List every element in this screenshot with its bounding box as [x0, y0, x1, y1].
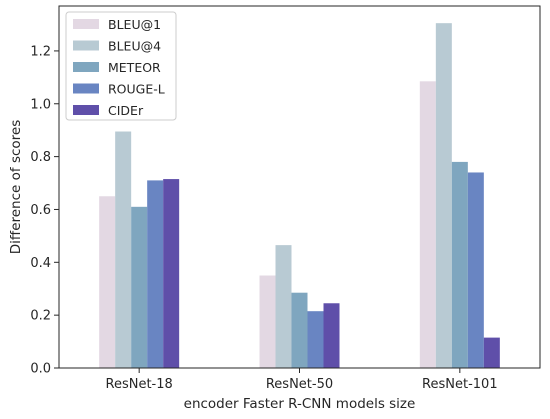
legend: BLEU@1 BLEU@4 METEOR ROUGE-L CIDEr: [65, 11, 177, 121]
bar-bleu-1-resnet-101: [419, 81, 436, 368]
bars-group: [99, 23, 500, 369]
x-axis-label: encoder Faster R-CNN models size: [184, 396, 416, 412]
bar-cider-resnet-18: [163, 179, 180, 368]
x-tick-label: ResNet-50: [266, 377, 333, 392]
legend-label: BLEU@1: [108, 17, 161, 32]
y-tick-label: 0.8: [30, 150, 51, 165]
legend-label: METEOR: [108, 60, 161, 75]
bar-bleu-4-resnet-18: [115, 131, 132, 368]
legend-label: CIDEr: [108, 103, 144, 118]
axes-frame: [58, 5, 541, 369]
bar-rouge-l-resnet-18: [147, 180, 164, 368]
x-tick-label: ResNet-101: [422, 377, 498, 392]
legend-label: ROUGE-L: [108, 82, 165, 97]
y-tick-label: 0.2: [30, 309, 51, 324]
legend-swatch: [73, 40, 99, 51]
bar-cider-resnet-50: [323, 303, 340, 368]
bar-bleu-4-resnet-50: [275, 245, 292, 368]
bar-meteor-resnet-101: [451, 161, 468, 368]
bar-meteor-resnet-50: [291, 292, 308, 368]
x-axis-ticks: ResNet-18 ResNet-50 ResNet-101: [106, 368, 498, 392]
legend-swatch: [73, 19, 99, 29]
y-axis-ticks: 0.0 0.2 0.4 0.6 0.8 1.0 1.2: [30, 44, 59, 377]
y-tick-label: 1.2: [30, 44, 51, 59]
bar-bleu-4-resnet-101: [435, 23, 452, 369]
legend-label: BLEU@4: [108, 39, 161, 54]
y-tick-label: 1.0: [30, 97, 51, 112]
bar-bleu-1-resnet-18: [99, 196, 116, 368]
legend-swatch: [73, 105, 99, 115]
x-tick-label: ResNet-18: [106, 377, 173, 392]
y-tick-label: 0.0: [30, 362, 51, 377]
y-tick-label: 0.4: [30, 256, 51, 271]
y-tick-label: 0.6: [30, 203, 51, 218]
bar-bleu-1-resnet-50: [259, 275, 276, 368]
y-axis-label: Difference of scores: [8, 120, 24, 255]
bar-rouge-l-resnet-101: [467, 172, 484, 368]
bar-meteor-resnet-18: [131, 206, 148, 368]
legend-swatch: [73, 83, 99, 94]
bar-rouge-l-resnet-50: [307, 311, 324, 368]
bar-cider-resnet-101: [483, 337, 500, 368]
legend-swatch: [73, 62, 99, 72]
plot-area: ResNet-18 ResNet-50 ResNet-101 0.00.20.40.…: [30, 5, 541, 392]
